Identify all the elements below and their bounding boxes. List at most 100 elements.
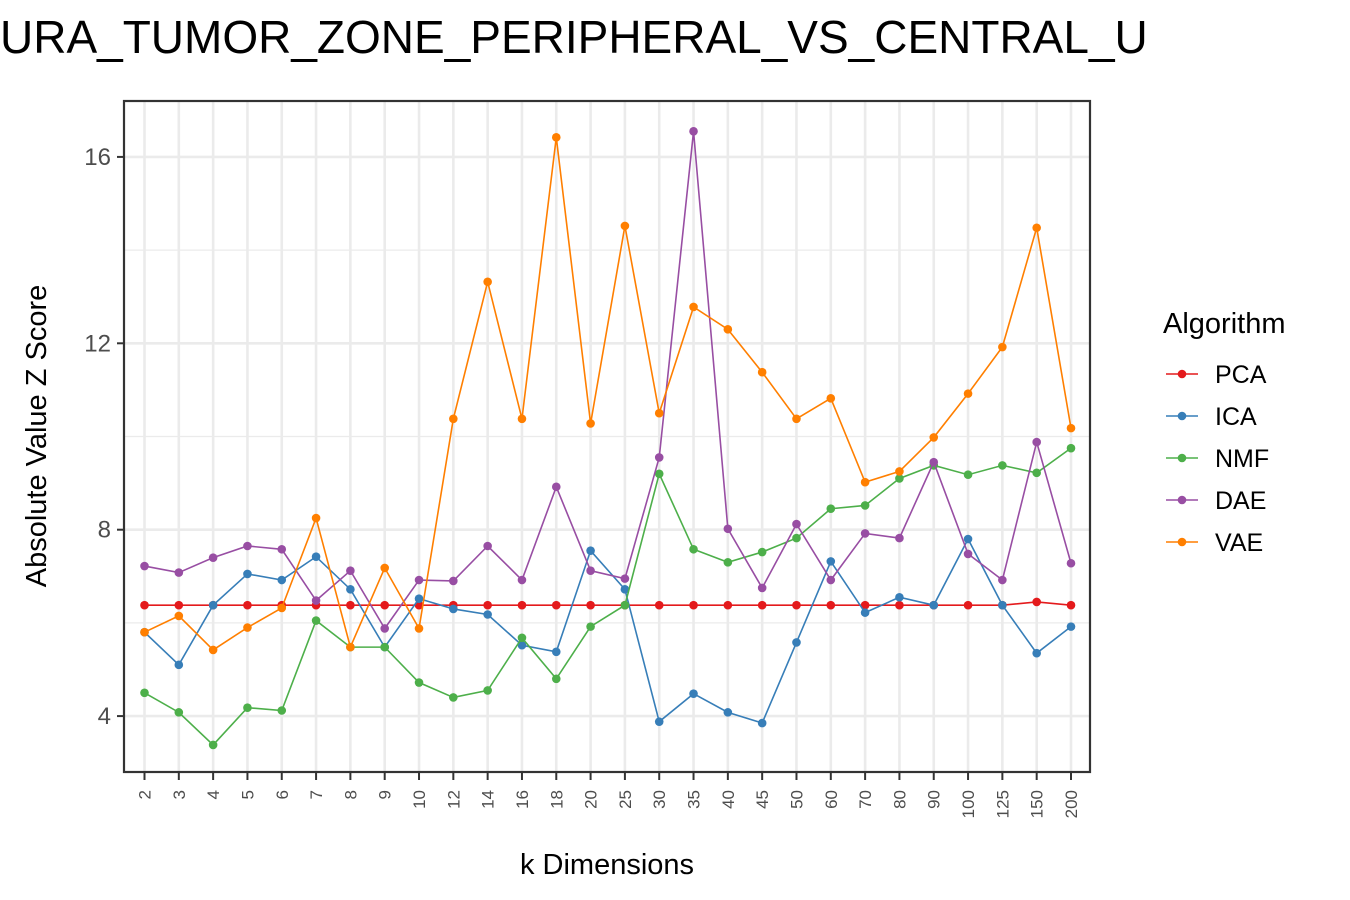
data-point-nmf: [380, 642, 390, 652]
x-tick-label: 18: [547, 790, 566, 809]
data-point-vae: [414, 624, 424, 633]
data-point-ica: [551, 647, 561, 657]
data-point-dae: [757, 583, 767, 593]
x-tick-label: 200: [1062, 790, 1081, 818]
data-point-vae: [586, 419, 595, 428]
data-point-dae: [689, 126, 698, 136]
data-point-pca: [483, 600, 492, 610]
data-point-dae: [826, 575, 836, 585]
data-point-vae: [826, 393, 836, 403]
data-point-nmf: [140, 688, 149, 698]
data-point-dae: [654, 453, 664, 462]
data-point-ica: [723, 708, 733, 717]
x-tick-label: 90: [925, 790, 944, 809]
data-point-nmf: [723, 558, 733, 567]
chart-title: URA_TUMOR_ZONE_PERIPHERAL_VS_CENTRAL_U: [0, 11, 1148, 63]
x-tick-label: 2: [136, 790, 155, 799]
y-tick-label: 4: [98, 703, 111, 730]
data-point-nmf: [826, 504, 836, 514]
data-point-nmf: [895, 474, 904, 483]
data-point-dae: [551, 482, 561, 492]
data-point-dae: [620, 574, 630, 583]
data-point-pca: [551, 600, 561, 610]
data-point-nmf: [654, 469, 664, 479]
x-axis-title: k Dimensions: [520, 849, 694, 881]
series-vae: [140, 133, 1076, 655]
data-point-ica: [895, 592, 904, 602]
legend-item-ica: ICA: [1166, 403, 1257, 431]
series-line-vae: [144, 137, 1072, 651]
legend-label: VAE: [1215, 529, 1263, 557]
x-tick-label: 100: [959, 790, 978, 818]
data-point-ica: [689, 689, 698, 699]
data-point-vae: [449, 414, 458, 424]
x-tick-label: 16: [513, 790, 532, 809]
data-point-vae: [1066, 423, 1076, 433]
data-point-ica: [1032, 648, 1041, 658]
legend-item-nmf: NMF: [1166, 445, 1269, 473]
x-tick-label: 9: [376, 790, 395, 799]
x-tick-label: 35: [685, 790, 704, 809]
data-point-dae: [414, 575, 424, 585]
data-point-pca: [963, 600, 973, 610]
data-point-nmf: [757, 547, 767, 557]
data-point-nmf: [449, 693, 458, 702]
data-point-pca: [689, 600, 698, 610]
data-point-vae: [517, 414, 527, 424]
data-point-pca: [654, 600, 664, 610]
data-point-vae: [723, 325, 733, 334]
x-tick-label: 4: [204, 790, 223, 799]
x-tick-label: 80: [890, 790, 909, 809]
legend-label: ICA: [1215, 403, 1257, 431]
x-tick-label: 8: [341, 790, 360, 799]
data-point-ica: [586, 546, 595, 555]
data-point-nmf: [483, 686, 492, 695]
data-point-vae: [998, 342, 1007, 352]
x-tick-label: 50: [787, 790, 806, 809]
data-point-dae: [895, 533, 904, 543]
data-point-vae: [551, 133, 561, 142]
x-tick-label: 60: [822, 790, 841, 809]
data-point-ica: [860, 608, 870, 617]
data-point-vae: [346, 642, 355, 652]
data-point-vae: [243, 623, 252, 632]
data-point-vae: [380, 563, 390, 573]
data-point-vae: [140, 627, 149, 637]
grid-lines: [124, 101, 1090, 772]
data-point-ica: [654, 717, 664, 726]
series-lines: [140, 126, 1076, 750]
data-point-nmf: [860, 501, 870, 510]
x-tick-label: 12: [444, 790, 463, 809]
legend-key-point: [1177, 537, 1187, 547]
data-point-dae: [792, 519, 801, 529]
series-line-pca: [144, 601, 1072, 606]
y-tick-label: 16: [84, 144, 111, 171]
data-point-vae: [620, 221, 630, 231]
x-tick-label: 70: [856, 790, 875, 809]
data-point-dae: [380, 624, 390, 633]
legend-key-point: [1177, 453, 1187, 463]
plot-panel-border: [122, 99, 1092, 774]
series-dae: [140, 126, 1076, 633]
x-tick-label: 40: [719, 790, 738, 809]
y-axis-title: Absolute Value Z Score: [21, 285, 53, 588]
data-point-ica: [346, 585, 355, 594]
x-tick-label: 6: [273, 790, 292, 799]
data-point-ica: [998, 600, 1007, 610]
data-point-ica: [620, 585, 630, 594]
data-point-dae: [1032, 437, 1041, 447]
series-line-dae: [144, 131, 1072, 630]
data-point-nmf: [517, 633, 527, 643]
data-point-dae: [998, 575, 1007, 585]
legend-key-point: [1177, 411, 1187, 421]
legend: Algorithm PCA ICA NMF DAE VAE: [1163, 308, 1286, 557]
data-point-vae: [929, 433, 939, 442]
data-point-dae: [346, 566, 355, 575]
data-point-dae: [586, 566, 595, 575]
data-point-pca: [586, 600, 595, 610]
data-point-pca: [140, 600, 149, 610]
legend-key-point: [1177, 495, 1187, 505]
legend-item-vae: VAE: [1166, 529, 1263, 557]
data-point-pca: [346, 600, 355, 610]
data-point-pca: [723, 600, 733, 610]
